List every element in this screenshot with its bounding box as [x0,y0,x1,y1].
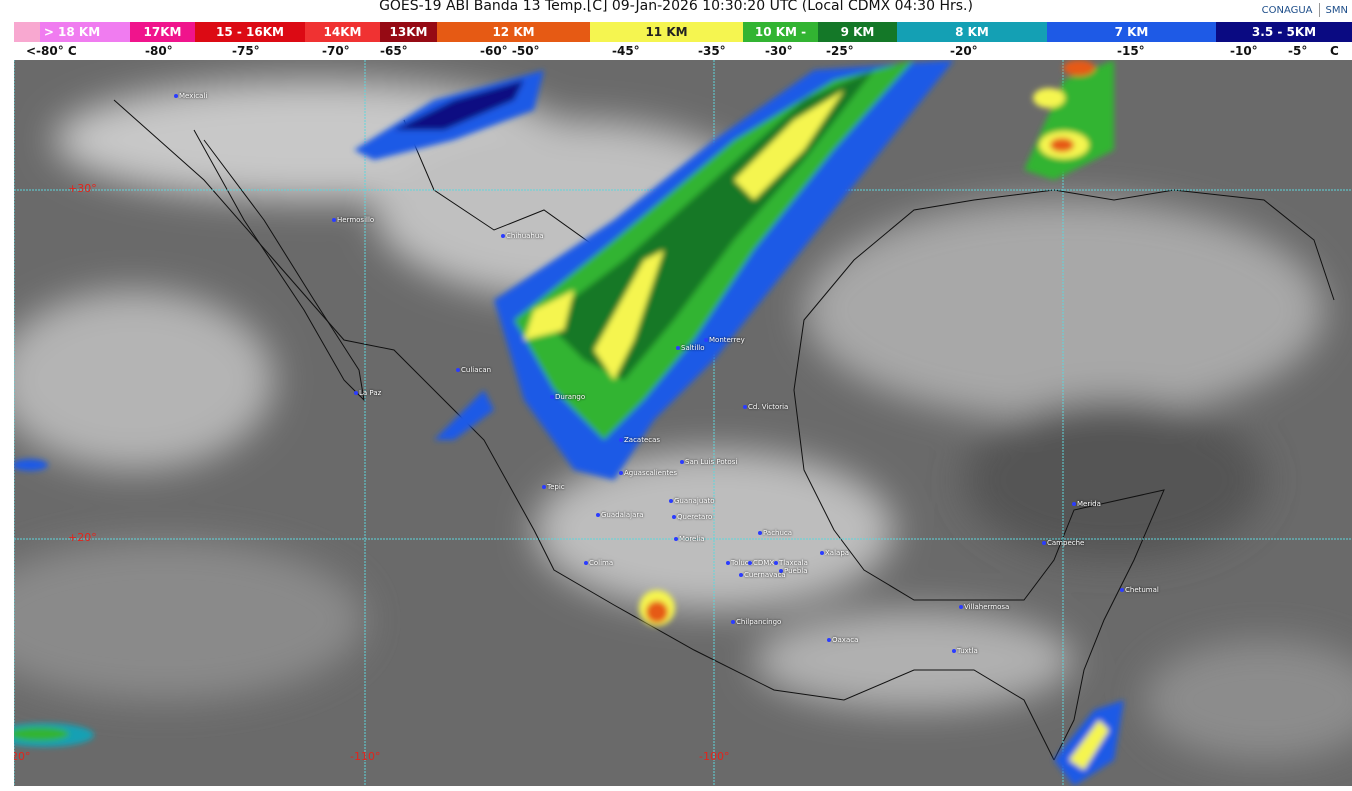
city-label: Oaxaca [827,636,858,644]
city-label: Chihuahua [501,232,544,240]
city-label: Guadalajara [596,511,644,519]
city-label: Tuxtla [952,647,978,655]
legend-label: 15 - 16KM [216,25,284,39]
lon-label-100: -100° [699,750,730,763]
city-label: Hermosillo [332,216,374,224]
smn-logo: SMN [1325,4,1348,16]
city-label: Morelia [674,535,705,543]
map-layer [14,60,1352,786]
lat-label-30: +30° [68,182,97,195]
color-legend: > 18 KM 17KM 15 - 16KM 14KM 13KM 12 KM 11 KM 10… [14,22,1352,42]
legend-label: 17KM [143,25,182,39]
city-label: Aguascalientes [619,469,677,477]
legend-label: 13KM [389,25,428,39]
temp-label: -10° [1230,44,1258,58]
temp-label: -30° [765,44,793,58]
city-label: San Luis Potosi [680,458,737,466]
legend-label: 10 KM - [754,25,807,39]
city-label: Xalapa [820,549,849,557]
legend-segment: 17KM [130,22,195,42]
city-label: Durango [550,393,585,401]
city-label: La Paz [354,389,381,397]
city-label: Campeche [1042,539,1084,547]
legend-segment: 7 KM [1047,22,1216,42]
city-label: Pachuca [758,529,792,537]
image-title: GOES-19 ABI Banda 13 Temp.[C] 09-Jan-202… [379,0,973,14]
storm-clouds [14,60,1124,786]
legend-label: 3.5 - 5KM [1251,25,1317,39]
legend-segment: 3.5 - 5KM [1216,22,1352,42]
temp-label: -60° -50° [480,44,540,58]
temp-label: -5° [1288,44,1308,58]
legend-segment: 15 - 16KM [195,22,305,42]
temp-label: C [1330,44,1339,58]
city-label: Guanajuato [669,497,715,505]
city-label: CDMX [748,559,774,567]
lat-label-20: +20° [68,531,97,544]
legend-label: 12 KM [492,25,535,39]
legend-segment: 10 KM - [743,22,818,42]
legend-segment: 8 KM [897,22,1047,42]
legend-label: > 18 KM [43,25,101,39]
temp-label: -70° [322,44,350,58]
legend-segment: 13KM [380,22,437,42]
city-label: Queretaro [672,513,712,521]
city-label: Merida [1072,500,1101,508]
satellite-map: Mexicali Hermosillo Chihuahua Culiacan La Pa… [14,60,1352,786]
legend-label: 9 KM [840,25,875,39]
city-label: Zacatecas [619,436,660,444]
city-label: Monterrey [704,336,745,344]
legend-segment: 11 KM [590,22,743,42]
temp-label: -80° [145,44,173,58]
temp-label: -35° [698,44,726,58]
temp-label: -45° [612,44,640,58]
temp-label: -65° [380,44,408,58]
city-label: Puebla [779,567,808,575]
legend-label: 8 KM [955,25,989,39]
city-label: Saltillo [676,344,705,352]
lon-label-110: -110° [350,750,381,763]
city-label: Mexicali [174,92,207,100]
legend-segment: 14KM [305,22,380,42]
conagua-logo: CONAGUA [1261,4,1313,16]
legend-label: 7 KM [1114,25,1149,39]
city-label: Toluca [726,559,753,567]
city-label: Culiacan [456,366,491,374]
legend-segment: 12 KM [437,22,590,42]
city-label: Villahermosa [959,603,1009,611]
legend-segment: 9 KM [818,22,897,42]
city-label: Chilpancingo [731,618,781,626]
legend-label: 11 KM [645,25,688,39]
city-label: Colima [584,559,613,567]
temp-label: -15° [1117,44,1145,58]
city-label: Tlaxcala [774,559,808,567]
city-label: Chetumal [1120,586,1159,594]
temp-label: -25° [826,44,854,58]
temp-label: -20° [950,44,978,58]
city-label: Tepic [542,483,565,491]
logos: CONAGUA SMN [1262,3,1348,17]
city-label: Cd. Victoria [743,403,788,411]
legend-label: 14KM [323,25,362,39]
legend-segment: > 18 KM [14,22,130,42]
temp-label: <-80° C [26,44,77,58]
city-label: Cuernavaca [739,571,786,579]
cloud-texture [14,80,1352,760]
lon-label-120: -120° [14,750,31,763]
temp-label: -75° [232,44,260,58]
